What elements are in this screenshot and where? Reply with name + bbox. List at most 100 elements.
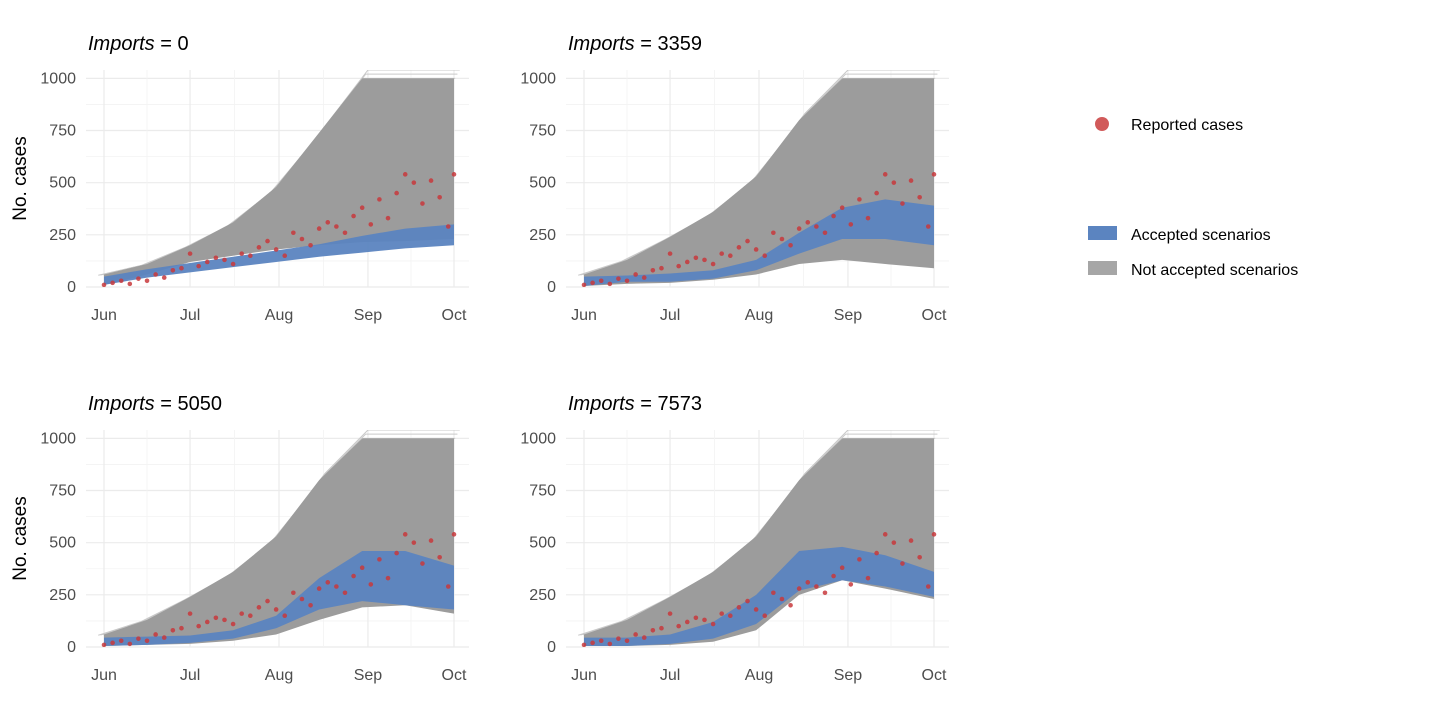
reported-case-point	[882, 532, 888, 537]
reported-case-point	[931, 532, 937, 537]
reported-case-point	[196, 263, 201, 269]
reported-case-point	[831, 573, 836, 579]
panel-title-value: = 0	[155, 33, 189, 55]
reported-case-point	[805, 580, 811, 585]
x-tick-label: Sep	[834, 307, 863, 324]
reported-case-point	[359, 205, 365, 211]
reported-case-point	[239, 611, 245, 616]
reported-case-point	[822, 590, 828, 596]
reported-case-point	[590, 280, 595, 286]
reported-case-point	[728, 613, 733, 619]
y-tick-label: 0	[547, 639, 556, 656]
x-tick-label: Jun	[91, 307, 117, 324]
reported-case-point	[385, 215, 391, 221]
reported-case-point	[874, 550, 879, 556]
reported-case-point	[590, 640, 595, 646]
reported-case-point	[659, 625, 664, 631]
panel-title-value: = 7573	[635, 393, 702, 415]
reported-case-point	[420, 201, 425, 206]
reported-case-point	[136, 636, 141, 641]
reported-case-point	[908, 538, 914, 543]
y-tick-label: 500	[49, 175, 76, 192]
reported-case-point	[445, 584, 451, 589]
reported-case-point	[110, 280, 115, 286]
plot-area	[98, 430, 460, 647]
reported-case-point	[437, 554, 442, 560]
reported-case-point	[451, 172, 457, 177]
reported-case-point	[900, 201, 905, 206]
reported-case-point	[291, 590, 296, 596]
accepted-band	[584, 199, 934, 286]
panel-title-value: = 5050	[155, 393, 222, 415]
plot-area	[578, 70, 940, 287]
reported-case-point	[127, 281, 133, 287]
reported-case-point	[848, 222, 854, 227]
reported-case-point	[616, 636, 621, 641]
reported-case-point	[161, 275, 167, 280]
reported-case-point	[676, 263, 681, 269]
reported-case-point	[650, 268, 656, 273]
y-tick-label: 500	[49, 535, 76, 552]
reported-case-point	[779, 596, 785, 602]
reported-case-point	[256, 605, 262, 610]
reported-case-point	[170, 628, 176, 633]
reported-case-point	[428, 178, 434, 183]
y-tick-label: 250	[49, 587, 76, 604]
reported-case-point	[736, 605, 742, 610]
x-tick-label: Sep	[834, 667, 863, 684]
reported-case-point	[676, 623, 681, 629]
y-tick-label: 1000	[40, 430, 76, 447]
y-axis-label: No. cases	[10, 496, 31, 580]
reported-case-point	[325, 580, 331, 585]
reported-case-point	[891, 540, 897, 545]
reported-case-point	[118, 278, 124, 284]
reported-case-point	[377, 197, 382, 202]
reported-case-point	[684, 259, 690, 265]
x-tick-label: Jul	[660, 667, 680, 684]
reported-case-point	[771, 230, 776, 236]
reported-case-point	[607, 281, 613, 287]
reported-case-point	[451, 532, 457, 537]
panel-title-value: = 3359	[635, 33, 702, 55]
reported-case-point	[633, 272, 638, 277]
reported-case-point	[308, 602, 313, 608]
reported-case-point	[368, 582, 374, 587]
x-tick-label: Sep	[354, 307, 383, 324]
reported-case-point	[917, 554, 922, 560]
x-tick-label: Jul	[180, 667, 200, 684]
reported-case-point	[101, 282, 107, 287]
y-tick-label: 1000	[40, 70, 76, 87]
x-tick-label: Aug	[745, 307, 773, 324]
reported-case-point	[598, 638, 604, 644]
reported-case-point	[865, 575, 871, 581]
y-tick-label: 750	[529, 123, 556, 140]
reported-case-point	[282, 613, 288, 619]
reported-case-point	[839, 205, 845, 211]
reported-case-point	[351, 213, 356, 219]
y-axis-label: No. cases	[10, 136, 31, 220]
reported-case-point	[779, 236, 785, 242]
reported-case-point	[402, 172, 408, 177]
reported-case-point	[316, 586, 322, 591]
reported-case-point	[144, 278, 150, 284]
reported-case-point	[265, 238, 270, 244]
reported-case-point	[437, 194, 442, 200]
y-tick-label: 500	[529, 535, 556, 552]
accepted-band	[584, 546, 934, 646]
panel-title: Imports = 5050	[88, 393, 222, 415]
panel-1: 0 250 500 750 1000 Jun Jul Aug Sep Oct Imports = 0…	[10, 33, 469, 324]
x-tick-label: Jul	[180, 307, 200, 324]
reported-case-point	[857, 557, 862, 562]
accepted-band	[104, 224, 454, 285]
reported-case-point	[161, 635, 167, 640]
x-tick-label: Oct	[922, 667, 947, 684]
reported-case-point	[659, 265, 664, 271]
reported-case-point	[144, 638, 150, 644]
reported-case-point	[179, 625, 184, 631]
reported-case-point	[239, 251, 245, 256]
reported-case-point	[624, 638, 630, 644]
reported-case-point	[179, 265, 184, 271]
reported-case-point	[325, 220, 331, 225]
reported-case-point	[762, 253, 768, 259]
